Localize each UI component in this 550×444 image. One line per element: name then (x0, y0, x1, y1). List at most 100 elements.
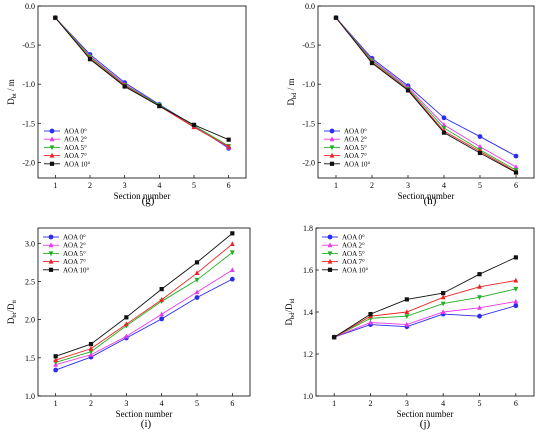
data-point (441, 291, 446, 296)
legend-marker (327, 242, 333, 248)
legend-marker (327, 251, 333, 257)
data-point (477, 305, 482, 310)
series-1 (53, 276, 235, 373)
y-tick-label: 2.5 (25, 277, 35, 286)
data-point (440, 309, 446, 314)
series-line (54, 17, 229, 147)
x-tick-label: 1 (54, 399, 58, 408)
data-point (513, 277, 519, 283)
series-line (55, 243, 233, 361)
data-point (441, 130, 447, 135)
legend-marker (327, 267, 333, 272)
legend-label: AOA 10° (342, 266, 369, 274)
data-point (333, 15, 339, 20)
data-point (368, 312, 373, 317)
x-tick-label: 5 (478, 399, 482, 408)
x-tick-label: 2 (369, 399, 373, 408)
legend-label: AOA 2° (342, 242, 365, 250)
y-axis-label: Dbt / m (6, 79, 18, 105)
legend-marker (49, 136, 55, 142)
data-point (440, 294, 446, 300)
legend-label: AOA 7° (344, 152, 367, 160)
legend-marker (48, 242, 54, 248)
series-4 (53, 241, 235, 363)
data-point (226, 137, 231, 142)
y-tick-label: 3.0 (25, 239, 35, 248)
series-line (54, 17, 229, 141)
data-point (513, 298, 519, 304)
series-2 (331, 298, 519, 340)
data-point (53, 15, 58, 20)
x-tick-label: 2 (88, 181, 92, 190)
chart-panel-3: 1 2 3 4 5 6 1.0 1.5 2.0 2.5 3.0 Section number Dbt/D… (6, 227, 251, 430)
legend-label: AOA 2° (344, 136, 367, 144)
data-point (477, 313, 482, 319)
series-line (334, 301, 516, 338)
legend: AOA 0°AOA 2°AOA 5°AOA 7°AOA 10° (44, 128, 91, 168)
data-point (53, 354, 58, 359)
data-point (477, 272, 482, 277)
data-point (404, 309, 410, 314)
x-tick-label: 3 (406, 181, 410, 190)
y-tick-label: 1.0 (303, 392, 313, 401)
series-line (335, 17, 517, 173)
data-point (123, 333, 129, 339)
data-point (229, 267, 235, 272)
y-tick-label: 2.0 (25, 316, 35, 325)
x-axis-label: Section number (397, 409, 454, 419)
data-point (194, 289, 200, 295)
y-tick-label: -2.0 (302, 158, 315, 167)
data-point (513, 170, 519, 175)
x-tick-label: 5 (192, 181, 196, 190)
data-point (332, 335, 337, 340)
series-line (55, 269, 233, 366)
x-tick-label: 2 (370, 181, 374, 190)
data-point (194, 270, 200, 276)
data-point (159, 316, 165, 322)
series-5 (333, 15, 519, 175)
data-point (53, 367, 59, 373)
legend-marker (329, 161, 335, 166)
x-tick-label: 3 (124, 399, 128, 408)
series-line (333, 288, 516, 338)
x-tick-label: 6 (514, 399, 518, 408)
data-point (88, 345, 94, 351)
x-tick-label: 6 (230, 399, 234, 408)
panel-label: (h) (424, 195, 437, 207)
plot-frame (317, 5, 535, 179)
x-tick-label: 3 (405, 399, 409, 408)
x-tick-label: 6 (514, 181, 518, 190)
legend-label: AOA 0° (63, 234, 86, 242)
data-point (513, 286, 519, 292)
y-axis-label: Dbt/Dtt (6, 300, 18, 324)
data-point (53, 357, 59, 363)
data-point (226, 143, 232, 149)
legend-label: AOA 7° (64, 152, 87, 160)
legend-marker (329, 145, 335, 151)
data-point (87, 57, 93, 62)
data-point (404, 297, 409, 302)
data-point (123, 321, 129, 327)
x-tick-label: 1 (334, 181, 338, 190)
y-axis-label: Dbd/Dtd (284, 298, 296, 326)
data-point (405, 88, 411, 93)
panel-label: (j) (420, 418, 431, 430)
panel-label: (i) (141, 418, 152, 430)
y-tick-label: -2.0 (22, 158, 35, 167)
data-point (159, 286, 164, 292)
series-line (333, 280, 516, 338)
data-point (404, 314, 410, 319)
plot-frame (37, 227, 251, 397)
y-tick-label: -1.5 (22, 119, 35, 128)
legend-label: AOA 5° (63, 250, 86, 258)
y-tick-label: -0.5 (22, 41, 35, 50)
data-point (441, 115, 447, 121)
x-tick-label: 4 (441, 399, 445, 408)
y-tick-label: 1.5 (25, 354, 35, 363)
legend-label: AOA 5° (344, 144, 367, 152)
x-tick-label: 5 (195, 399, 199, 408)
y-tick-label: -1.0 (302, 80, 315, 89)
data-point (159, 296, 165, 302)
y-tick-label: 1.8 (303, 224, 313, 233)
data-point (477, 150, 483, 156)
